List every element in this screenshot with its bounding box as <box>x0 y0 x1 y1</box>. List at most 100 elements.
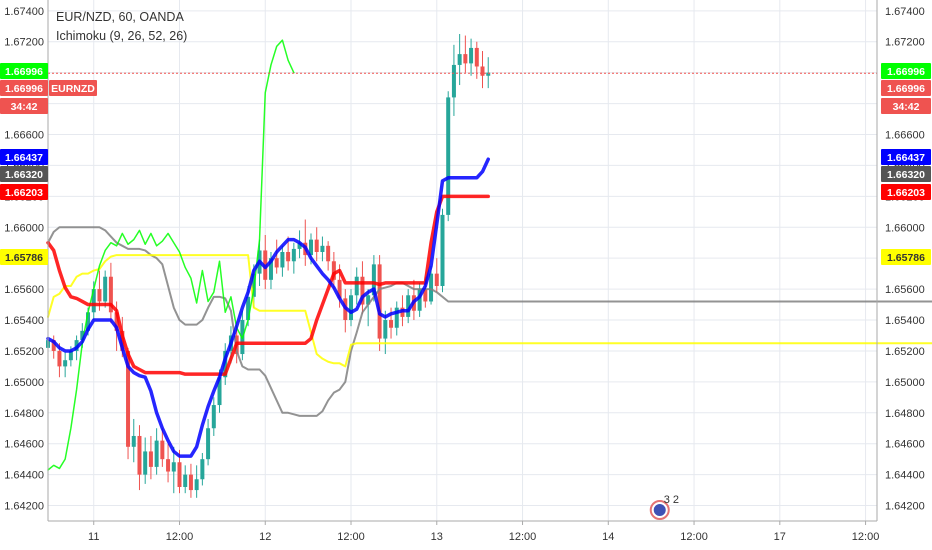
candle-body <box>371 264 376 296</box>
senkou-span-b-line <box>47 226 932 417</box>
candle-body <box>331 261 336 280</box>
price-tag-right <box>881 184 931 200</box>
y-tick-label-right: 1.66000 <box>885 222 925 234</box>
candle-body <box>86 312 91 331</box>
candle-body <box>337 279 342 299</box>
y-tick-label-right: 1.65600 <box>885 284 925 296</box>
candle-body <box>91 289 96 313</box>
x-tick-label: 12 <box>259 531 271 543</box>
price-tag-left-text: 1.66437 <box>5 152 43 164</box>
y-tick-label-right: 1.64600 <box>885 439 925 451</box>
candle-body <box>217 377 222 406</box>
price-tag-right-text: 1.66996 <box>887 83 925 95</box>
price-tag-right <box>881 149 931 165</box>
y-tick-label-left: 1.66600 <box>4 130 44 142</box>
candle-body <box>57 350 62 367</box>
y-tick-label-left: 1.67200 <box>4 37 44 49</box>
price-tag-left <box>0 63 48 79</box>
indicator-title[interactable]: Ichimoku (9, 26, 52, 26) <box>56 29 187 43</box>
candle-body <box>246 296 251 321</box>
x-tick-label: 13 <box>431 531 443 543</box>
price-tag-left-text: 1.66996 <box>5 66 43 78</box>
x-tick-label: 12:00 <box>680 531 708 543</box>
y-tick-label-left: 1.65600 <box>4 284 44 296</box>
y-tick-label-right: 1.65200 <box>885 346 925 358</box>
candle-body <box>108 276 113 313</box>
price-tag-right-text: 1.66320 <box>887 169 925 181</box>
candle-body <box>314 239 319 252</box>
candle-body <box>463 54 468 64</box>
candle-body <box>297 242 302 249</box>
price-tag-left-text: 1.65786 <box>5 252 43 264</box>
y-tick-label-right: 1.66600 <box>885 130 925 142</box>
y-tick-label-right: 1.67400 <box>885 6 925 18</box>
y-tick-label-left: 1.66000 <box>4 222 44 234</box>
x-tick-label: 12:00 <box>852 531 880 543</box>
candle-body <box>126 350 131 447</box>
kijun-sen-line <box>46 194 490 376</box>
candle-body <box>103 276 108 302</box>
candle-body <box>480 66 485 76</box>
y-tick-label-right: 1.64800 <box>885 408 925 420</box>
candle-body <box>166 459 171 472</box>
symbol-title[interactable]: EUR/NZD, 60, OANDA <box>56 10 184 24</box>
price-tag-left-text: 1.66320 <box>5 169 43 181</box>
y-tick-label-right: 1.65400 <box>885 315 925 327</box>
candle-body <box>406 295 411 317</box>
price-tag-right <box>881 166 931 182</box>
price-tag-left <box>0 166 48 182</box>
price-tag-left-text: 34:42 <box>11 101 38 113</box>
candle-body <box>434 273 439 287</box>
y-tick-label-right: 1.64400 <box>885 470 925 482</box>
price-tag-left <box>0 80 48 96</box>
x-tick-label: 12:00 <box>509 531 537 543</box>
candle-body <box>268 258 273 280</box>
candle-body <box>366 295 371 305</box>
candle-body <box>97 289 102 302</box>
candle-body <box>326 245 331 262</box>
candle-body <box>389 320 394 328</box>
candle-body <box>423 289 428 302</box>
price-tag-left <box>49 80 97 96</box>
candle-body <box>131 435 136 447</box>
price-tag-left <box>0 249 48 265</box>
x-tick-label: 14 <box>602 531 614 543</box>
price-tag-right-text: 1.66996 <box>887 66 925 78</box>
candle-body <box>143 451 148 475</box>
y-tick-label-left: 1.64200 <box>4 501 44 513</box>
tenkan-sen-line <box>46 157 490 458</box>
y-tick-label-right: 1.65000 <box>885 377 925 389</box>
y-tick-label-left: 1.65000 <box>4 377 44 389</box>
candle-body <box>171 462 176 472</box>
event-markers[interactable]: 3 211 <box>649 494 932 520</box>
price-tag-right-text: 1.66203 <box>887 187 925 199</box>
candle-body <box>114 312 119 331</box>
candle-body <box>457 54 462 65</box>
candle-body <box>274 258 279 268</box>
candle-body <box>377 264 382 339</box>
chikou-span-line <box>47 39 295 471</box>
price-tag-left-text: 1.66996 <box>5 83 43 95</box>
candle-body <box>286 251 291 262</box>
candle-body <box>360 276 365 305</box>
candle-body <box>194 479 199 491</box>
candle-body <box>469 47 474 64</box>
y-tick-label-left: 1.65400 <box>4 315 44 327</box>
price-tag-right-text: 34:42 <box>893 101 920 113</box>
x-tick-label: 12:00 <box>166 531 194 543</box>
candle-body <box>354 276 359 296</box>
candle-body <box>211 405 216 429</box>
candle-body <box>417 289 422 311</box>
y-tick-label-right: 1.67200 <box>885 37 925 49</box>
price-tag-right <box>881 249 931 265</box>
candle-body <box>394 307 399 328</box>
candle-body <box>320 245 325 252</box>
candle-body <box>160 440 165 460</box>
candle-body <box>429 273 434 302</box>
candle-body <box>446 97 451 215</box>
candle-body <box>383 320 388 339</box>
candle-body <box>308 239 313 256</box>
candle-body <box>206 428 211 460</box>
price-tag-right <box>881 98 931 114</box>
